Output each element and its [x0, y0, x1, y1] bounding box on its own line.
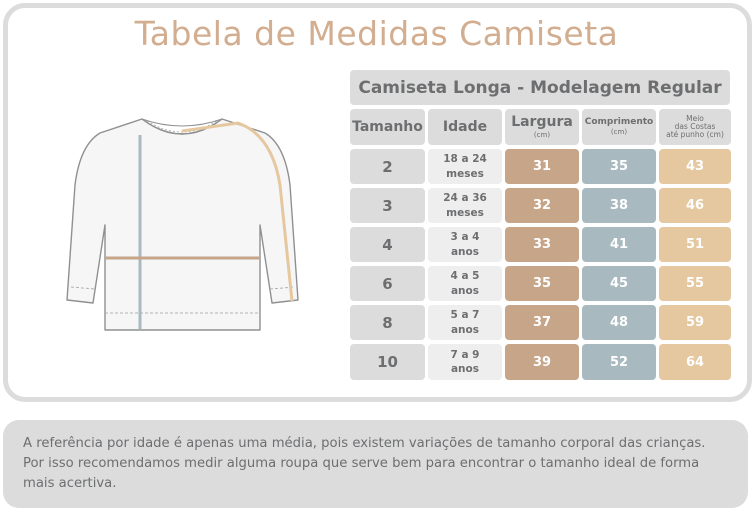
header-meio-line2: das Costas — [674, 122, 716, 132]
row-2-comprimento: 38 — [582, 188, 656, 223]
header-tamanho: Tamanho — [350, 109, 425, 145]
row-6-comprimento: 52 — [582, 344, 656, 380]
row-3-largura: 33 — [505, 227, 579, 262]
header-idade: Idade — [428, 109, 502, 145]
header-comprimento-label: Comprimento — [584, 116, 654, 127]
table-title: Camiseta Longa - Modelagem Regular — [350, 70, 730, 105]
row-4-idade: 4 a 5 anos — [428, 266, 502, 301]
row-3-idade: 3 a 4 anos — [428, 227, 502, 262]
row-3-comprimento: 41 — [582, 227, 656, 262]
row-2-meio: 46 — [659, 188, 731, 223]
row-1-idade: 18 a 24 meses — [428, 149, 502, 184]
row-2-idade: 24 a 36 meses — [428, 188, 502, 223]
header-meio-line3: até punho (cm) — [666, 129, 724, 139]
row-4-meio: 55 — [659, 266, 731, 301]
row-1-largura: 31 — [505, 149, 579, 184]
row-5-idade: 5 a 7 anos — [428, 305, 502, 340]
header-tamanho-label: Tamanho — [352, 118, 423, 135]
disclaimer-note: A referência por idade é apenas uma médi… — [3, 420, 748, 508]
row-5-largura: 37 — [505, 305, 579, 340]
row-2-tamanho: 3 — [350, 188, 425, 223]
header-meio: Meio das Costas até punho (cm) — [659, 109, 731, 145]
header-meio-line1: Meio — [686, 114, 704, 124]
row-6-meio: 64 — [659, 344, 731, 380]
row-1-comprimento: 35 — [582, 149, 656, 184]
header-comprimento-unit: (cm) — [610, 128, 628, 137]
row-1-meio: 43 — [659, 149, 731, 184]
page-title: Tabela de Medidas Camiseta — [134, 14, 619, 53]
row-4-tamanho: 6 — [350, 266, 425, 301]
header-largura-label: Largura — [511, 113, 573, 130]
row-5-comprimento: 48 — [582, 305, 656, 340]
row-6-tamanho: 10 — [350, 344, 425, 380]
row-5-meio: 59 — [659, 305, 731, 340]
header-largura-unit: (cm) — [533, 130, 551, 139]
row-4-comprimento: 45 — [582, 266, 656, 301]
header-idade-label: Idade — [442, 118, 488, 135]
row-5-tamanho: 8 — [350, 305, 425, 340]
header-comprimento: Comprimento (cm) — [582, 109, 656, 145]
row-3-meio: 51 — [659, 227, 731, 262]
header-largura: Largura (cm) — [505, 109, 579, 145]
long-sleeve-shirt-icon — [66, 118, 299, 331]
row-2-largura: 32 — [505, 188, 579, 223]
row-4-largura: 35 — [505, 266, 579, 301]
row-6-idade: 7 a 9 anos — [428, 344, 502, 380]
row-6-largura: 39 — [505, 344, 579, 380]
row-1-tamanho: 2 — [350, 149, 425, 184]
row-3-tamanho: 4 — [350, 227, 425, 262]
